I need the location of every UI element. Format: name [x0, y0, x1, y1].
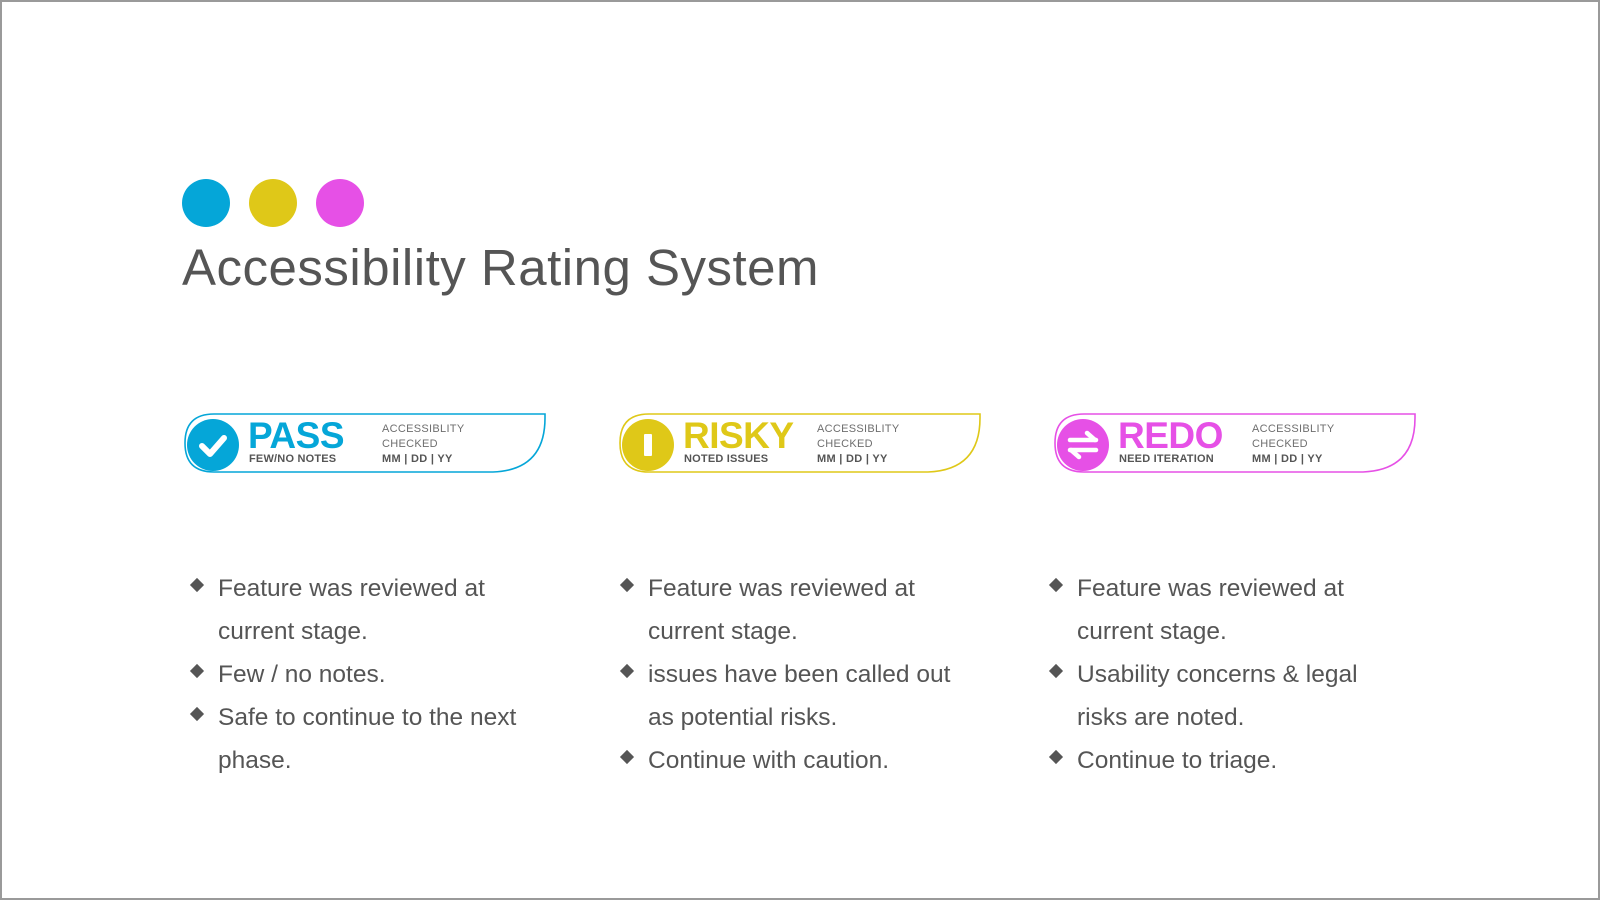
swap-arrows-icon	[1057, 419, 1109, 471]
rating-label: PASS	[248, 415, 345, 456]
diamond-bullet-icon	[1048, 749, 1064, 765]
diamond-bullet-icon	[189, 577, 205, 593]
diamond-bullet-icon	[189, 706, 205, 722]
meta-line1: ACCESSIBLITY	[817, 423, 900, 435]
check-icon	[187, 419, 239, 471]
rating-sublabel: NOTED ISSUES	[684, 453, 769, 465]
diamond-bullet-icon	[619, 749, 635, 765]
list-item: Continue with caution.	[614, 739, 974, 782]
meta-line1: ACCESSIBLITY	[1252, 423, 1335, 435]
meta-date: MM | DD | YY	[1252, 453, 1323, 465]
diamond-bullet-icon	[619, 577, 635, 593]
risky-badge-outline	[619, 413, 981, 473]
warning-bar-icon	[622, 419, 674, 471]
diamond-bullet-icon	[1048, 663, 1064, 679]
redo-badge: REDO NEED ITERATION ACCESSIBLITY CHECKED…	[1053, 412, 1419, 474]
list-item: Feature was reviewed at current stage.	[1043, 567, 1403, 653]
pass-bullets: Feature was reviewed at current stage. F…	[184, 567, 544, 782]
list-item: issues have been called out as potential…	[614, 653, 974, 739]
rating-label: RISKY	[683, 415, 794, 456]
meta-line2: CHECKED	[1252, 438, 1308, 450]
meta-line2: CHECKED	[817, 438, 873, 450]
yellow-dot	[249, 179, 297, 227]
redo-badge-outline	[1054, 413, 1416, 473]
blue-dot	[182, 179, 230, 227]
pass-badge: PASS FEW/NO NOTES ACCESSIBLITY CHECKED M…	[183, 412, 549, 474]
rating-sublabel: FEW/NO NOTES	[249, 453, 337, 465]
rating-sublabel: NEED ITERATION	[1119, 453, 1214, 465]
list-item: Few / no notes.	[184, 653, 544, 696]
list-item: Feature was reviewed at current stage.	[184, 567, 544, 653]
list-item: Continue to triage.	[1043, 739, 1403, 782]
diamond-bullet-icon	[189, 663, 205, 679]
color-dots	[182, 179, 364, 227]
magenta-dot	[316, 179, 364, 227]
risky-bullets: Feature was reviewed at current stage. i…	[614, 567, 974, 782]
diamond-bullet-icon	[1048, 577, 1064, 593]
meta-line2: CHECKED	[382, 438, 438, 450]
list-item: Safe to continue to the next phase.	[184, 696, 544, 782]
diamond-bullet-icon	[619, 663, 635, 679]
pass-badge-outline	[184, 413, 546, 473]
redo-bullets: Feature was reviewed at current stage. U…	[1043, 567, 1403, 782]
rating-label: REDO	[1118, 415, 1223, 456]
meta-date: MM | DD | YY	[817, 453, 888, 465]
rating-meta: ACCESSIBLITY CHECKED MM | DD | YY	[382, 422, 464, 467]
rating-meta: ACCESSIBLITY CHECKED MM | DD | YY	[1252, 422, 1334, 467]
meta-line1: ACCESSIBLITY	[382, 423, 465, 435]
risky-badge: RISKY NOTED ISSUES ACCESSIBLITY CHECKED …	[618, 412, 984, 474]
page-title: Accessibility Rating System	[182, 239, 820, 296]
meta-date: MM | DD | YY	[382, 453, 453, 465]
list-item: Feature was reviewed at current stage.	[614, 567, 974, 653]
list-item: Usability concerns & legal risks are not…	[1043, 653, 1403, 739]
rating-meta: ACCESSIBLITY CHECKED MM | DD | YY	[817, 422, 899, 467]
